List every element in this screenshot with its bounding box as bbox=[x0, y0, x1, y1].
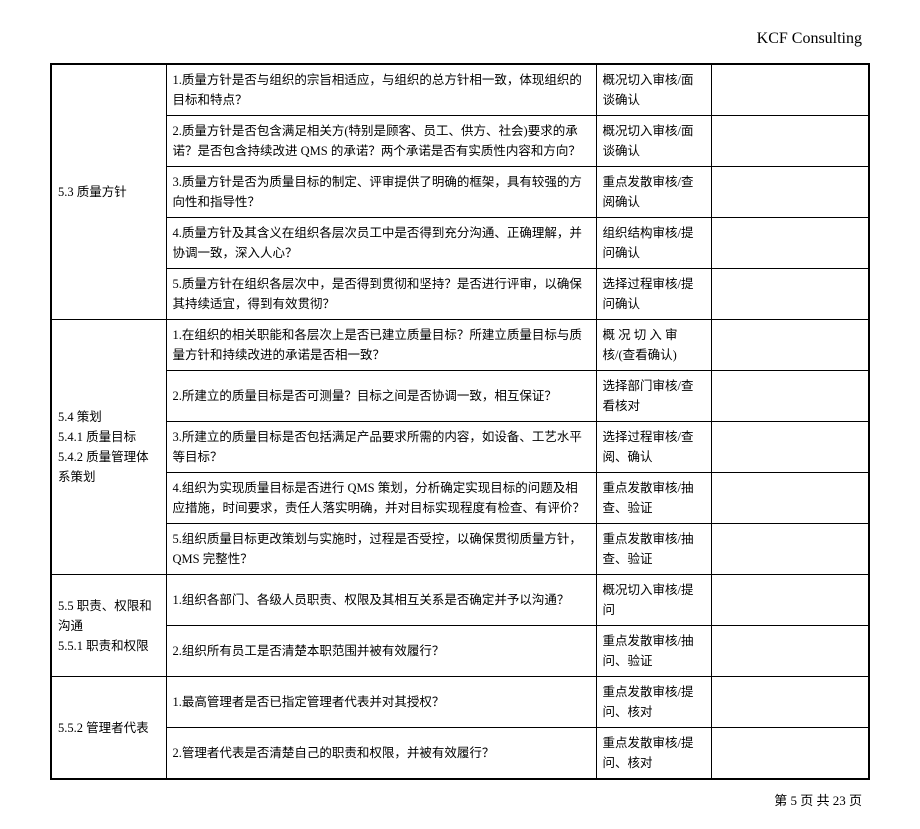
method-cell: 重点发散审核/抽问、验证 bbox=[596, 626, 711, 677]
table-row: 2.质量方针是否包含满足相关方(特别是顾客、员工、供方、社会)要求的承诺？是否包… bbox=[51, 116, 869, 167]
table-row: 2.管理者代表是否清楚自己的职责和权限，并被有效履行？重点发散审核/提问、核对 bbox=[51, 728, 869, 780]
table-row: 3.质量方针是否为质量目标的制定、评审提供了明确的框架，具有较强的方向性和指导性… bbox=[51, 167, 869, 218]
blank-cell bbox=[711, 371, 869, 422]
blank-cell bbox=[711, 575, 869, 626]
question-cell: 3.所建立的质量目标是否包括满足产品要求所需的内容，如设备、工艺水平等目标？ bbox=[166, 422, 596, 473]
question-cell: 5.质量方针在组织各层次中，是否得到贯彻和坚持？是否进行评审，以确保其持续适宜，… bbox=[166, 269, 596, 320]
page-header: KCF Consulting bbox=[50, 30, 870, 48]
blank-cell bbox=[711, 269, 869, 320]
method-cell: 概 况 切 入 审 核/(查看确认) bbox=[596, 320, 711, 371]
blank-cell bbox=[711, 116, 869, 167]
method-cell: 重点发散审核/抽查、验证 bbox=[596, 524, 711, 575]
blank-cell bbox=[711, 626, 869, 677]
question-cell: 4.质量方针及其含义在组织各层次员工中是否得到充分沟通、正确理解，并协调一致，深… bbox=[166, 218, 596, 269]
table-row: 5.5.2 管理者代表1.最高管理者是否已指定管理者代表并对其授权？重点发散审核… bbox=[51, 677, 869, 728]
method-cell: 组织结构审核/提问确认 bbox=[596, 218, 711, 269]
table-row: 5.质量方针在组织各层次中，是否得到贯彻和坚持？是否进行评审，以确保其持续适宜，… bbox=[51, 269, 869, 320]
method-cell: 重点发散审核/提问、核对 bbox=[596, 677, 711, 728]
method-cell: 概况切入审核/面谈确认 bbox=[596, 116, 711, 167]
blank-cell bbox=[711, 64, 869, 116]
method-cell: 选择过程审核/提问确认 bbox=[596, 269, 711, 320]
question-cell: 2.管理者代表是否清楚自己的职责和权限，并被有效履行？ bbox=[166, 728, 596, 780]
blank-cell bbox=[711, 524, 869, 575]
audit-table: 5.3 质量方针1.质量方针是否与组织的宗旨相适应，与组织的总方针相一致，体现组… bbox=[50, 63, 870, 780]
blank-cell bbox=[711, 218, 869, 269]
question-cell: 3.质量方针是否为质量目标的制定、评审提供了明确的框架，具有较强的方向性和指导性… bbox=[166, 167, 596, 218]
table-row: 5.5 职责、权限和沟通 5.5.1 职责和权限1.组织各部门、各级人员职责、权… bbox=[51, 575, 869, 626]
table-row: 5.4 策划 5.4.1 质量目标 5.4.2 质量管理体系策划1.在组织的相关… bbox=[51, 320, 869, 371]
question-cell: 1.在组织的相关职能和各层次上是否已建立质量目标？所建立质量目标与质量方针和持续… bbox=[166, 320, 596, 371]
method-cell: 选择部门审核/查看核对 bbox=[596, 371, 711, 422]
table-row: 5.3 质量方针1.质量方针是否与组织的宗旨相适应，与组织的总方针相一致，体现组… bbox=[51, 64, 869, 116]
question-cell: 4.组织为实现质量目标是否进行 QMS 策划，分析确定实现目标的问题及相应措施，… bbox=[166, 473, 596, 524]
table-row: 4.质量方针及其含义在组织各层次员工中是否得到充分沟通、正确理解，并协调一致，深… bbox=[51, 218, 869, 269]
blank-cell bbox=[711, 473, 869, 524]
question-cell: 1.组织各部门、各级人员职责、权限及其相互关系是否确定并予以沟通？ bbox=[166, 575, 596, 626]
question-cell: 2.组织所有员工是否清楚本职范围并被有效履行？ bbox=[166, 626, 596, 677]
question-cell: 2.所建立的质量目标是否可测量？目标之间是否协调一致，相互保证？ bbox=[166, 371, 596, 422]
method-cell: 重点发散审核/查阅确认 bbox=[596, 167, 711, 218]
method-cell: 重点发散审核/提问、核对 bbox=[596, 728, 711, 780]
question-cell: 1.质量方针是否与组织的宗旨相适应，与组织的总方针相一致，体现组织的目标和特点？ bbox=[166, 64, 596, 116]
question-cell: 5.组织质量目标更改策划与实施时，过程是否受控，以确保贯彻质量方针，QMS 完整… bbox=[166, 524, 596, 575]
section-label: 5.4 策划 5.4.1 质量目标 5.4.2 质量管理体系策划 bbox=[51, 320, 166, 575]
blank-cell bbox=[711, 728, 869, 780]
page-footer: 第 5 页 共 23 页 bbox=[50, 790, 870, 809]
blank-cell bbox=[711, 320, 869, 371]
table-row: 2.组织所有员工是否清楚本职范围并被有效履行？重点发散审核/抽问、验证 bbox=[51, 626, 869, 677]
method-cell: 选择过程审核/查阅、确认 bbox=[596, 422, 711, 473]
blank-cell bbox=[711, 677, 869, 728]
section-label: 5.5 职责、权限和沟通 5.5.1 职责和权限 bbox=[51, 575, 166, 677]
table-row: 4.组织为实现质量目标是否进行 QMS 策划，分析确定实现目标的问题及相应措施，… bbox=[51, 473, 869, 524]
section-label: 5.3 质量方针 bbox=[51, 64, 166, 320]
table-row: 5.组织质量目标更改策划与实施时，过程是否受控，以确保贯彻质量方针，QMS 完整… bbox=[51, 524, 869, 575]
method-cell: 概况切入审核/提问 bbox=[596, 575, 711, 626]
blank-cell bbox=[711, 422, 869, 473]
table-row: 3.所建立的质量目标是否包括满足产品要求所需的内容，如设备、工艺水平等目标？选择… bbox=[51, 422, 869, 473]
section-label: 5.5.2 管理者代表 bbox=[51, 677, 166, 780]
method-cell: 重点发散审核/抽查、验证 bbox=[596, 473, 711, 524]
page-number: 第 5 页 共 23 页 bbox=[774, 793, 862, 808]
blank-cell bbox=[711, 167, 869, 218]
question-cell: 2.质量方针是否包含满足相关方(特别是顾客、员工、供方、社会)要求的承诺？是否包… bbox=[166, 116, 596, 167]
table-row: 2.所建立的质量目标是否可测量？目标之间是否协调一致，相互保证？选择部门审核/查… bbox=[51, 371, 869, 422]
question-cell: 1.最高管理者是否已指定管理者代表并对其授权？ bbox=[166, 677, 596, 728]
header-title: KCF Consulting bbox=[757, 30, 862, 47]
method-cell: 概况切入审核/面谈确认 bbox=[596, 64, 711, 116]
